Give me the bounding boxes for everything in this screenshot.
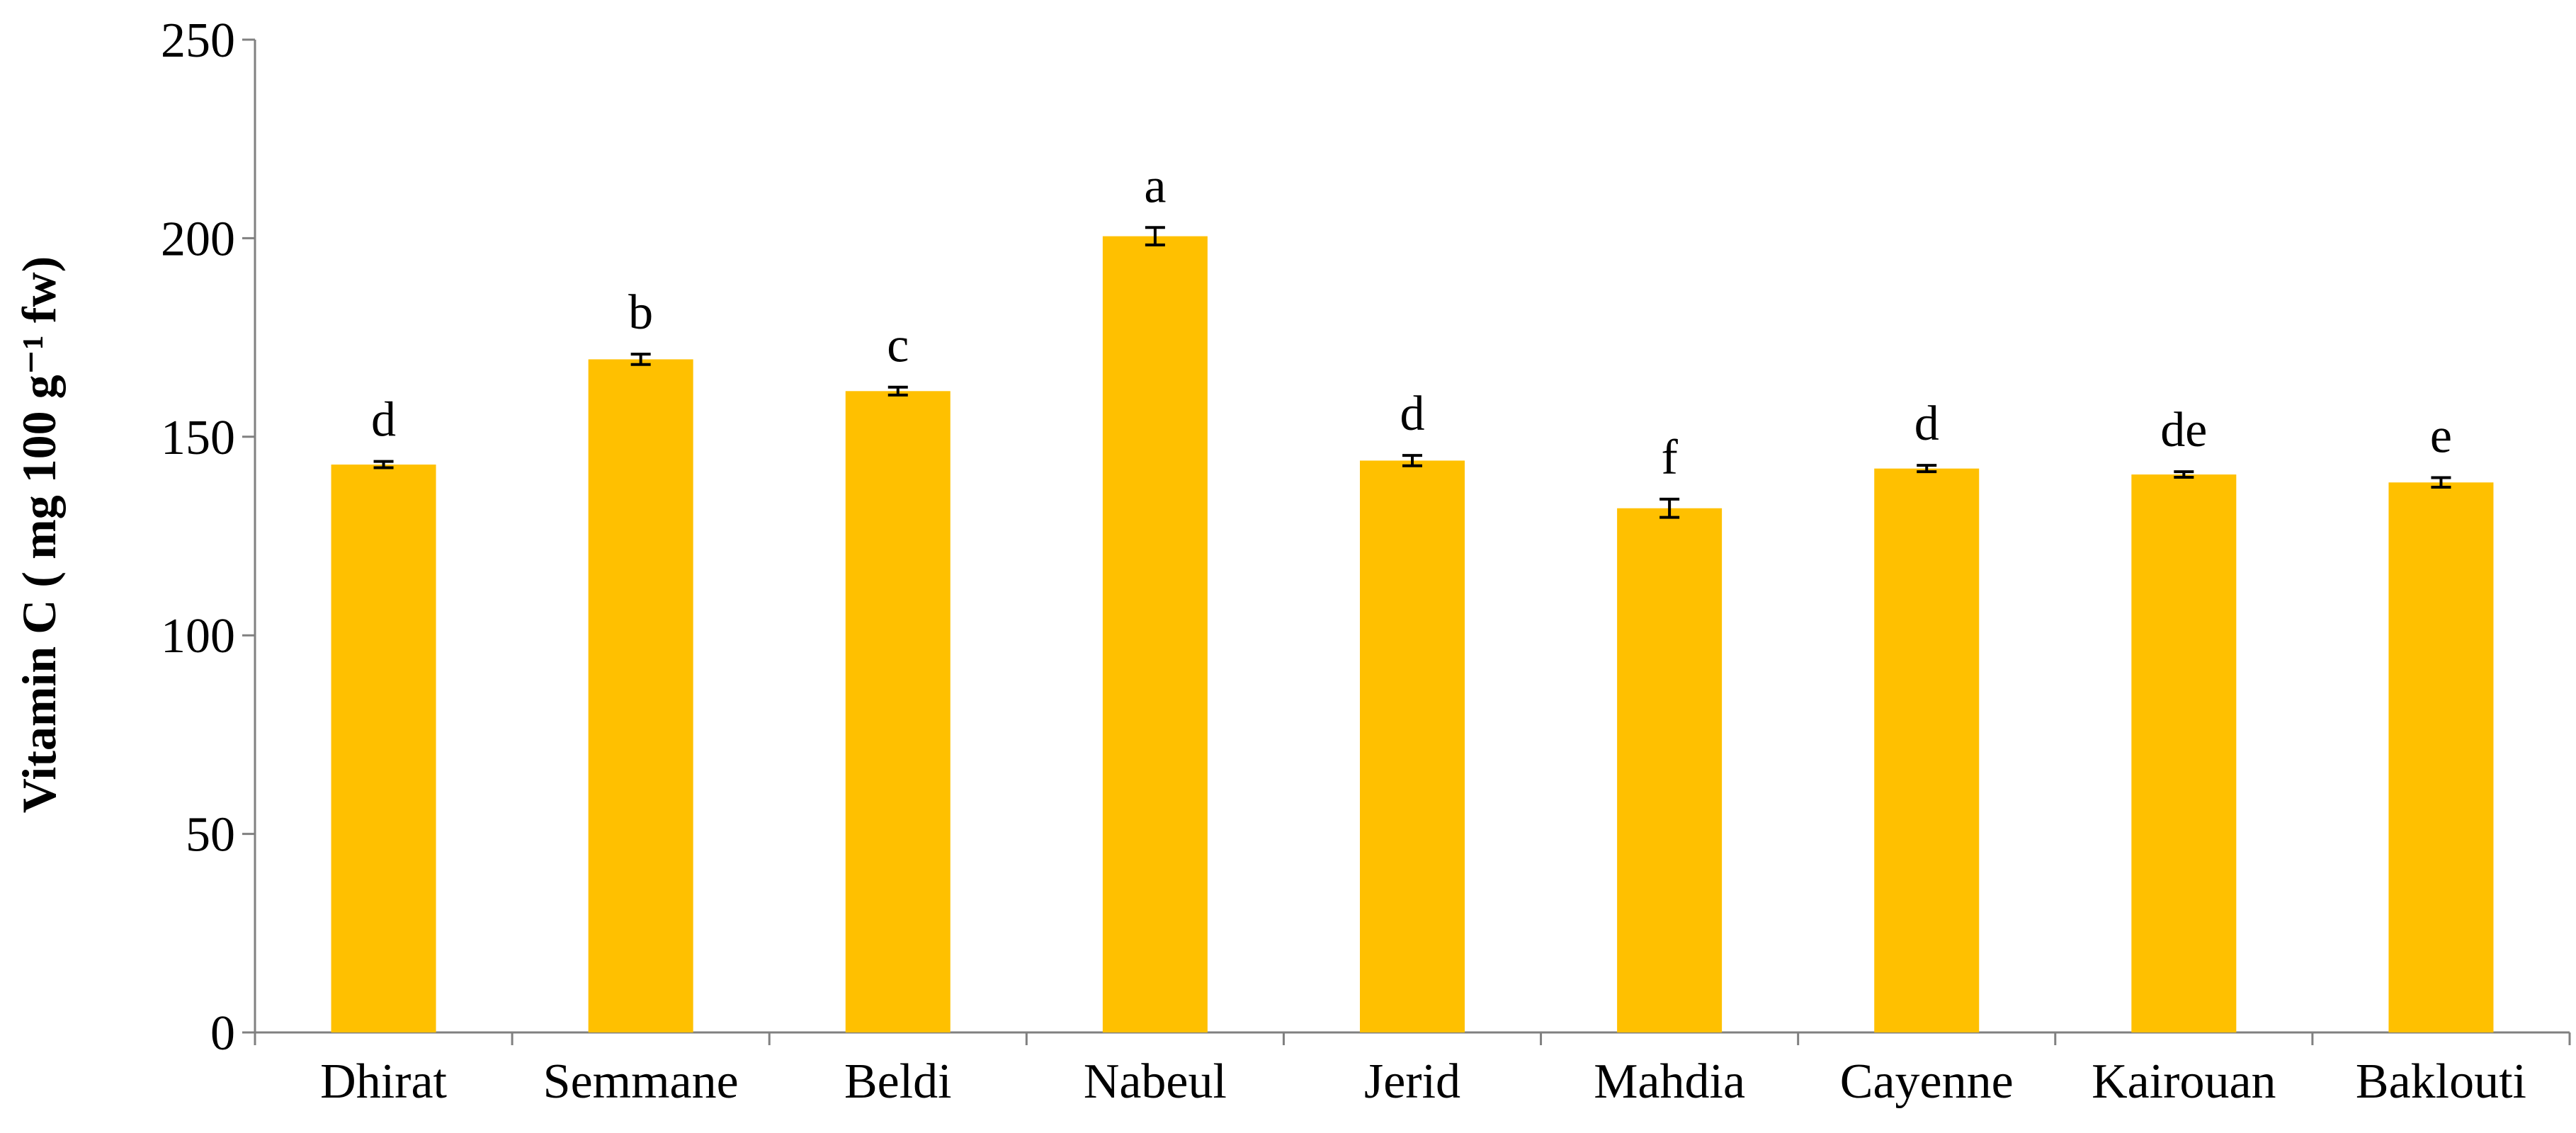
category-label: Semmane — [543, 1054, 739, 1109]
significance-label: a — [1144, 159, 1166, 213]
y-tick-label: 150 — [161, 411, 235, 465]
bar — [331, 465, 436, 1032]
bar — [2388, 482, 2494, 1032]
category-label: Cayenne — [1840, 1054, 2014, 1109]
category-label: Nabeul — [1084, 1054, 1227, 1109]
significance-label: de — [2160, 403, 2207, 457]
y-tick-label: 50 — [186, 808, 235, 862]
category-label: Kairouan — [2092, 1054, 2276, 1109]
significance-label: d — [1914, 397, 1939, 451]
significance-label: b — [628, 285, 653, 340]
y-tick-label: 250 — [161, 13, 235, 68]
bar — [1360, 460, 1465, 1032]
significance-label: d — [1400, 387, 1425, 441]
bar — [1874, 468, 1980, 1032]
significance-label: d — [371, 393, 396, 448]
significance-label: c — [887, 319, 909, 373]
bar — [588, 359, 693, 1033]
category-label: Jerid — [1364, 1054, 1460, 1109]
y-axis-title: Vitamin C ( mg 100 g⁻¹ fw) — [12, 256, 66, 814]
category-label: Baklouti — [2356, 1054, 2526, 1109]
category-label: Dhirat — [320, 1054, 447, 1109]
category-label: Mahdia — [1594, 1054, 1745, 1109]
y-tick-label: 200 — [161, 212, 235, 266]
bar — [1102, 236, 1208, 1033]
significance-label: e — [2430, 409, 2452, 464]
category-label: Beldi — [844, 1054, 952, 1109]
bar — [845, 391, 951, 1032]
significance-label: f — [1661, 431, 1678, 485]
bar — [2131, 474, 2237, 1032]
y-tick-label: 0 — [210, 1006, 235, 1061]
y-tick-label: 100 — [161, 609, 235, 664]
bar — [1617, 508, 1723, 1032]
